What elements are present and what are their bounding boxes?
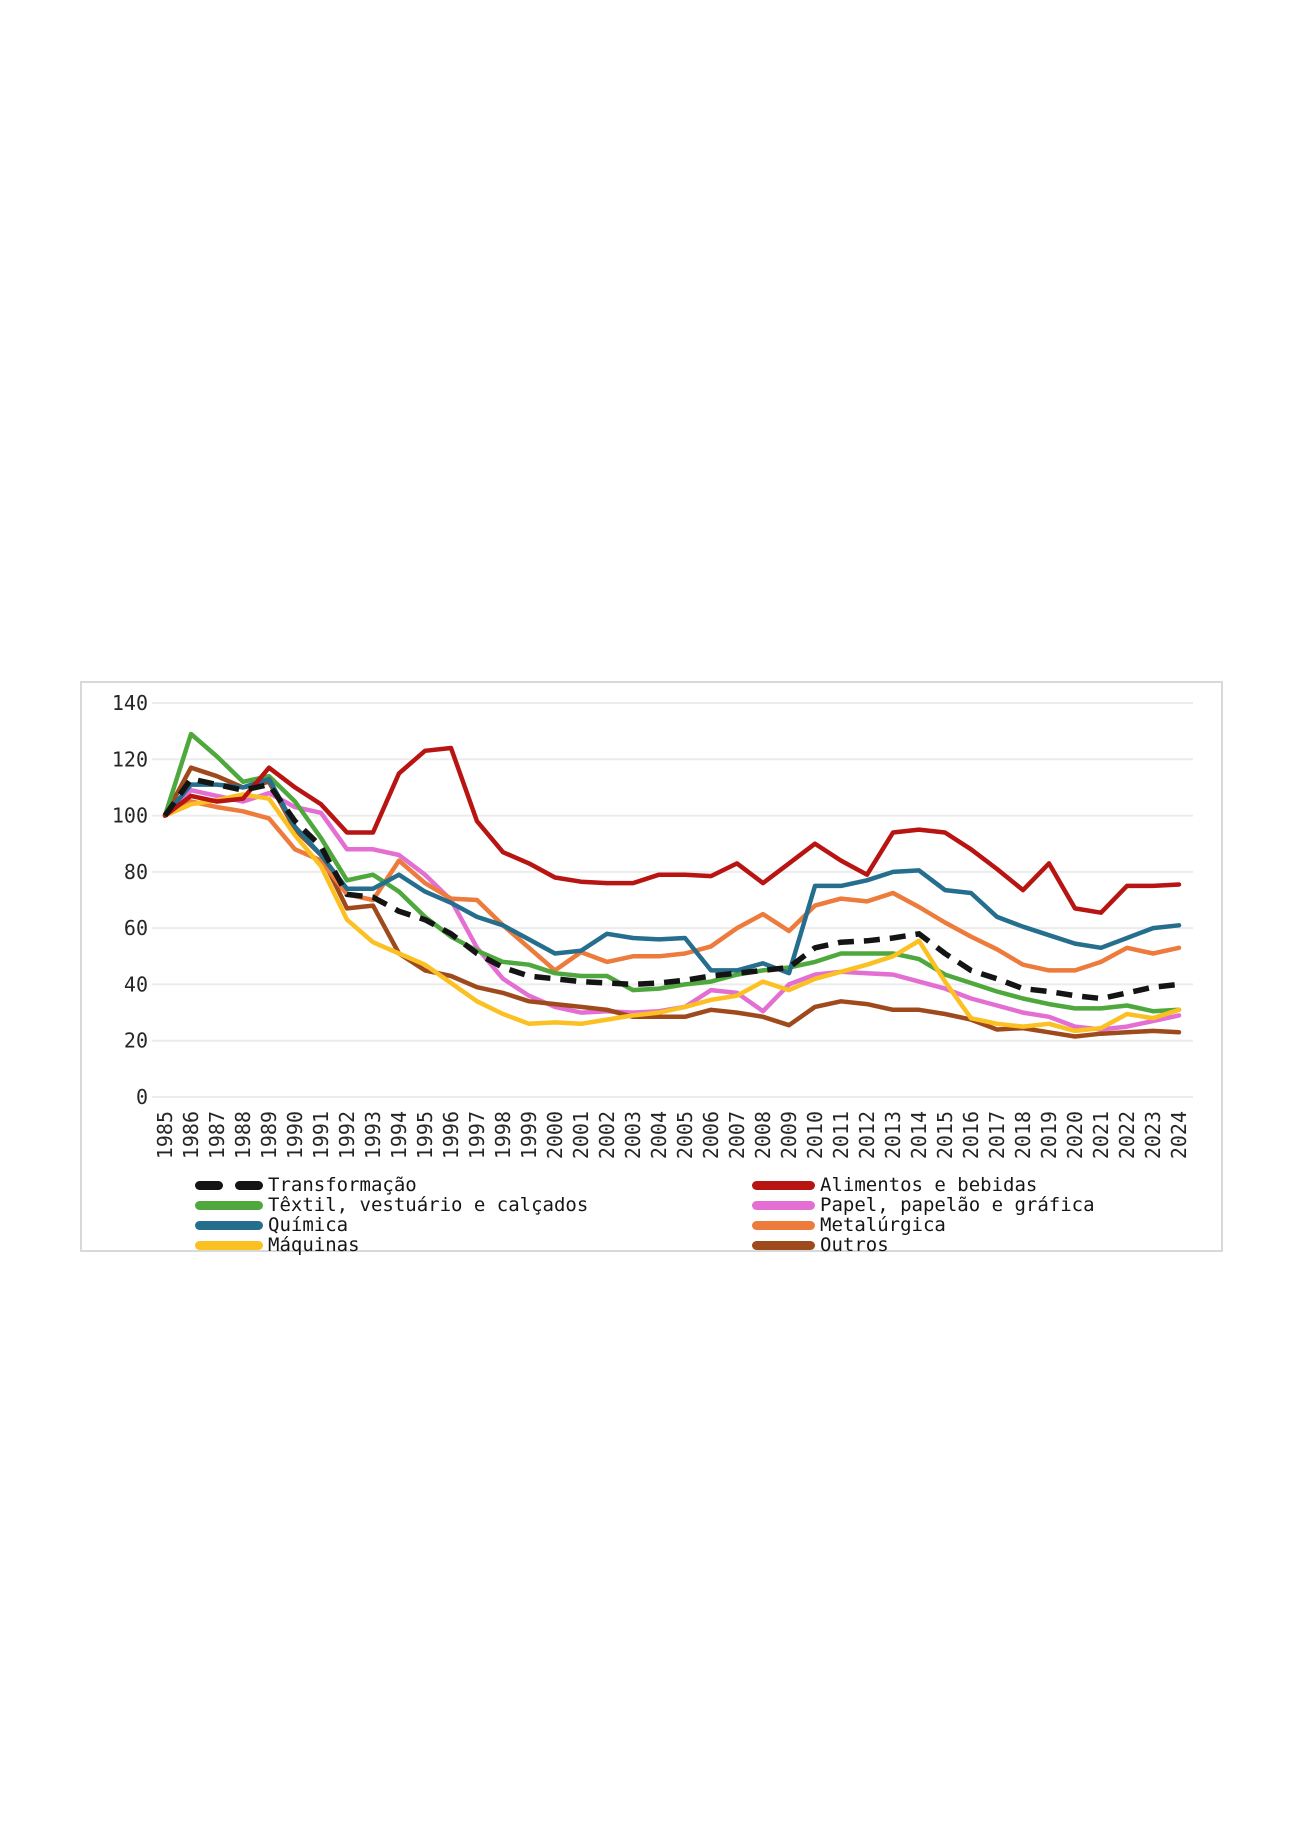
x-axis-tick-label: 1990 xyxy=(283,1111,307,1159)
x-axis-tick-label: 2020 xyxy=(1063,1111,1087,1159)
legend-label: Metalúrgica xyxy=(820,1214,946,1236)
x-axis-tick-label: 1996 xyxy=(439,1111,463,1159)
y-axis-tick-label: 140 xyxy=(112,691,148,715)
legend-label: Papel, papelão e gráfica xyxy=(820,1194,1095,1216)
legend-swatch-metalurgica xyxy=(752,1220,815,1230)
x-axis-tick-label: 1987 xyxy=(205,1111,229,1159)
legend-item-maquinas: Máquinas xyxy=(195,1235,360,1255)
legend-swatch-dash xyxy=(235,1180,263,1190)
x-axis-tick-label: 1985 xyxy=(153,1111,177,1159)
x-axis-tick-label: 2014 xyxy=(907,1111,931,1159)
x-axis-tick-label: 2015 xyxy=(933,1111,957,1159)
x-axis-tick-label: 2011 xyxy=(829,1111,853,1159)
x-axis-tick-label: 1998 xyxy=(491,1111,515,1159)
x-axis-tick-label: 2016 xyxy=(959,1111,983,1159)
y-axis-tick-label: 100 xyxy=(112,804,148,828)
x-axis-tick-label: 1986 xyxy=(179,1111,203,1159)
legend-swatch-alimentos-e-bebidas xyxy=(752,1180,815,1190)
x-axis-tick-label: 2019 xyxy=(1037,1111,1061,1159)
x-axis-tick-label: 2001 xyxy=(569,1111,593,1159)
x-axis-tick-label: 2023 xyxy=(1141,1111,1165,1159)
legend-item-transformacao: Transformação xyxy=(195,1175,417,1195)
legend-label: Química xyxy=(268,1214,349,1236)
legend-item-textil-vestuario-e-calcados: Têxtil, vestuário e calçados xyxy=(195,1195,588,1215)
x-axis-tick-label: 1997 xyxy=(465,1111,489,1159)
x-axis-tick-label: 2008 xyxy=(751,1111,775,1159)
legend-item-alimentos-e-bebidas: Alimentos e bebidas xyxy=(752,1175,1037,1195)
series-line-alimentos-e-bebidas xyxy=(162,745,1182,915)
series-line-maquinas xyxy=(162,792,1182,1034)
legend-label: Outros xyxy=(820,1234,889,1256)
y-axis-tick-label: 20 xyxy=(124,1029,148,1053)
x-axis-tick-label: 2013 xyxy=(881,1111,905,1159)
x-axis-tick-label: 2022 xyxy=(1115,1111,1139,1159)
x-axis-tick-label: 2010 xyxy=(803,1111,827,1159)
series-line-papel-papelao-e-grafica xyxy=(162,787,1182,1032)
series-line-outros xyxy=(162,765,1182,1039)
legend-swatch-dash xyxy=(195,1180,223,1190)
x-axis-tick-label: 2004 xyxy=(647,1111,671,1159)
legend-item-quimica: Química xyxy=(195,1215,348,1235)
legend-label: Transformação xyxy=(268,1174,417,1196)
x-axis-tick-label: 1992 xyxy=(335,1111,359,1159)
x-axis-tick-label: 1999 xyxy=(517,1111,541,1159)
y-axis-tick-label: 80 xyxy=(124,860,148,884)
x-axis-tick-label: 1988 xyxy=(231,1111,255,1159)
legend-item-metalurgica: Metalúrgica xyxy=(752,1215,946,1235)
y-axis-tick-label: 40 xyxy=(124,972,148,996)
legend-label: Máquinas xyxy=(268,1234,360,1256)
legend-swatch-maquinas xyxy=(195,1240,263,1250)
x-axis-tick-label: 2009 xyxy=(777,1111,801,1159)
legend-swatch-transformacao xyxy=(195,1180,263,1190)
y-axis-tick-label: 60 xyxy=(124,916,148,940)
x-axis-tick-label: 2021 xyxy=(1089,1111,1113,1159)
y-axis-tick-label: 0 xyxy=(136,1085,148,1109)
legend-swatch-outros xyxy=(752,1240,815,1250)
x-axis-tick-label: 1991 xyxy=(309,1111,333,1159)
x-axis-tick-label: 2017 xyxy=(985,1111,1009,1159)
x-axis-tick-label: 1994 xyxy=(387,1111,411,1159)
legend-label: Têxtil, vestuário e calçados xyxy=(268,1194,589,1216)
x-axis-tick-label: 2024 xyxy=(1167,1111,1191,1159)
legend-swatch-textil-vestuario-e-calcados xyxy=(195,1200,263,1210)
x-axis-tick-label: 2018 xyxy=(1011,1111,1035,1159)
y-axis-tick-label: 120 xyxy=(112,747,148,771)
legend-label: Alimentos e bebidas xyxy=(820,1174,1038,1196)
x-axis-tick-label: 2006 xyxy=(699,1111,723,1159)
legend-item-papel-papelao-e-grafica: Papel, papelão e gráfica xyxy=(752,1195,1095,1215)
x-axis-tick-label: 2000 xyxy=(543,1111,567,1159)
legend-swatch-quimica xyxy=(195,1220,263,1230)
x-axis-tick-label: 2005 xyxy=(673,1111,697,1159)
x-axis-tick-label: 2002 xyxy=(595,1111,619,1159)
x-axis-tick-label: 2007 xyxy=(725,1111,749,1159)
chart-container: 0 20 40 60 80 100 120 140 1985 1986 1987 1988 1989 19… xyxy=(80,681,1223,1255)
series-line-metalurgica xyxy=(162,799,1182,973)
x-axis-tick-label: 1993 xyxy=(361,1111,385,1159)
series-line-textil-vestuario-e-calcados xyxy=(162,731,1182,1014)
series-line-transformacao xyxy=(162,776,1180,1002)
x-axis-tick-label: 2012 xyxy=(855,1111,879,1159)
legend-swatch-papel-papelao-e-grafica xyxy=(752,1200,815,1210)
x-axis-tick-label: 1989 xyxy=(257,1111,281,1159)
legend-item-outros: Outros xyxy=(752,1235,889,1255)
x-axis-tick-label: 1995 xyxy=(413,1111,437,1159)
x-axis-tick-label: 2003 xyxy=(621,1111,645,1159)
